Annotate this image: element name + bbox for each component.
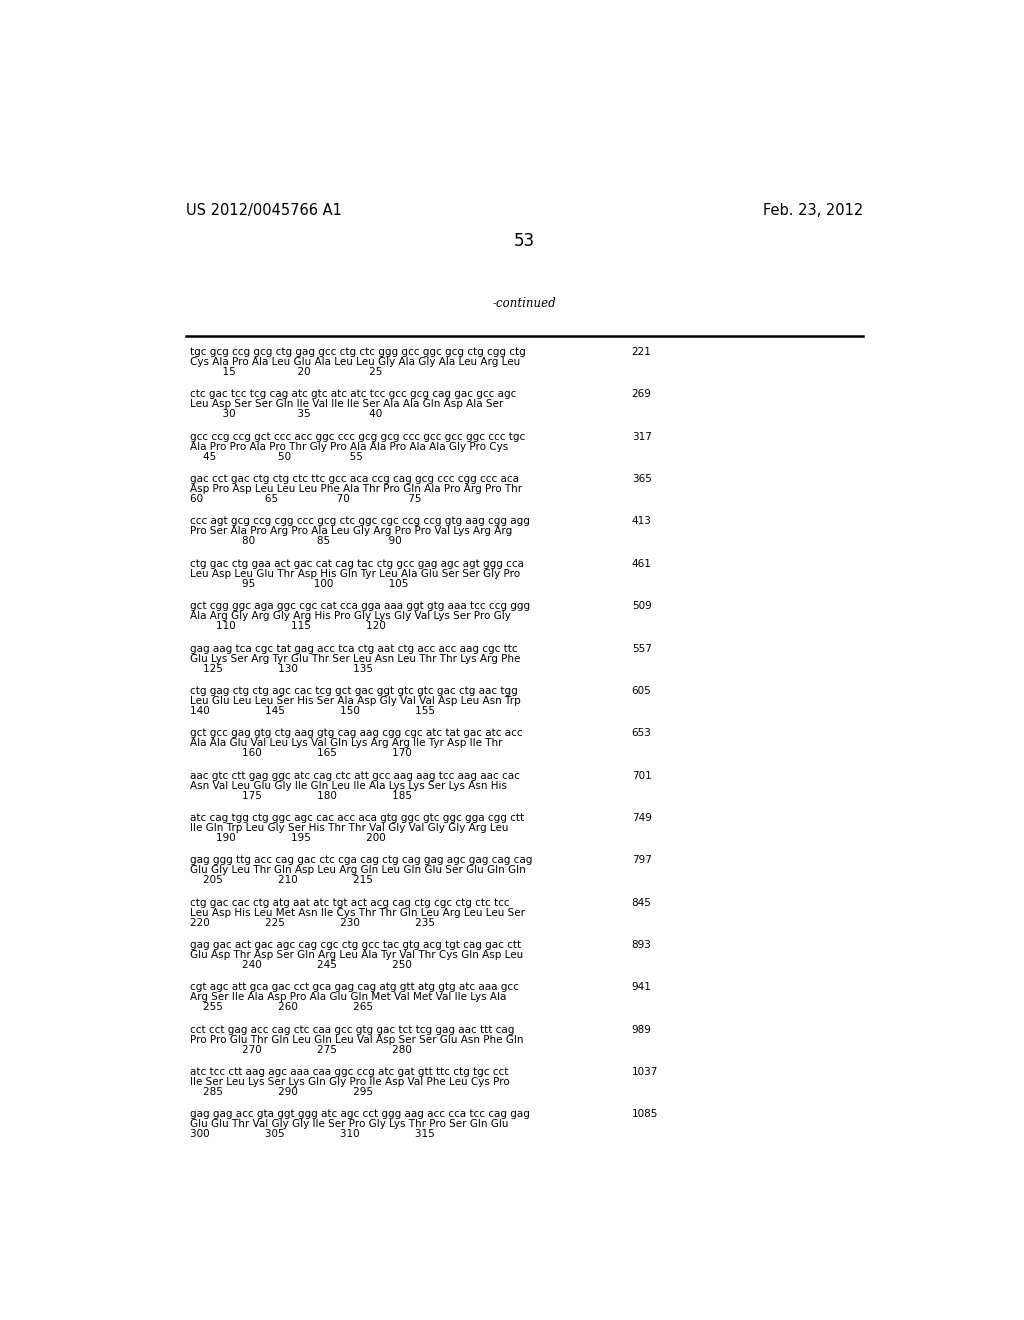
Text: 317: 317 <box>632 432 651 442</box>
Text: Cys Ala Pro Ala Leu Glu Ala Leu Leu Gly Ala Gly Ala Leu Arg Leu: Cys Ala Pro Ala Leu Glu Ala Leu Leu Gly … <box>190 358 520 367</box>
Text: 989: 989 <box>632 1024 651 1035</box>
Text: Glu Lys Ser Arg Tyr Glu Thr Ser Leu Asn Leu Thr Thr Lys Arg Phe: Glu Lys Ser Arg Tyr Glu Thr Ser Leu Asn … <box>190 653 520 664</box>
Text: Ile Ser Leu Lys Ser Lys Gln Gly Pro Ile Asp Val Phe Leu Cys Pro: Ile Ser Leu Lys Ser Lys Gln Gly Pro Ile … <box>190 1077 510 1086</box>
Text: Leu Asp Leu Glu Thr Asp His Gln Tyr Leu Ala Glu Ser Ser Gly Pro: Leu Asp Leu Glu Thr Asp His Gln Tyr Leu … <box>190 569 520 578</box>
Text: gac cct gac ctg ctg ctc ttc gcc aca ccg cag gcg ccc cgg ccc aca: gac cct gac ctg ctg ctc ttc gcc aca ccg … <box>190 474 519 484</box>
Text: 60                   65                  70                  75: 60 65 70 75 <box>190 494 422 504</box>
Text: 701: 701 <box>632 771 651 780</box>
Text: atc tcc ctt aag agc aaa caa ggc ccg atc gat gtt ttc ctg tgc cct: atc tcc ctt aag agc aaa caa ggc ccg atc … <box>190 1067 508 1077</box>
Text: 205                 210                 215: 205 210 215 <box>190 875 373 886</box>
Text: Arg Ser Ile Ala Asp Pro Ala Glu Gln Met Val Met Val Ile Lys Ala: Arg Ser Ile Ala Asp Pro Ala Glu Gln Met … <box>190 993 507 1002</box>
Text: Asp Pro Asp Leu Leu Leu Phe Ala Thr Pro Gln Ala Pro Arg Pro Thr: Asp Pro Asp Leu Leu Leu Phe Ala Thr Pro … <box>190 484 522 494</box>
Text: atc cag tgg ctg ggc agc cac acc aca gtg ggc gtc ggc gga cgg ctt: atc cag tgg ctg ggc agc cac acc aca gtg … <box>190 813 524 822</box>
Text: 15                   20                  25: 15 20 25 <box>190 367 382 378</box>
Text: 605: 605 <box>632 686 651 696</box>
Text: Leu Asp His Leu Met Asn Ile Cys Thr Thr Gln Leu Arg Leu Leu Ser: Leu Asp His Leu Met Asn Ile Cys Thr Thr … <box>190 908 525 917</box>
Text: 30                   35                  40: 30 35 40 <box>190 409 382 420</box>
Text: 749: 749 <box>632 813 651 822</box>
Text: gag aag tca cgc tat gag acc tca ctg aat ctg acc acc aag cgc ttc: gag aag tca cgc tat gag acc tca ctg aat … <box>190 644 517 653</box>
Text: 240                 245                 250: 240 245 250 <box>190 960 412 970</box>
Text: 221: 221 <box>632 347 651 356</box>
Text: gct cgg ggc aga ggc cgc cat cca gga aaa ggt gtg aaa tcc ccg ggg: gct cgg ggc aga ggc cgc cat cca gga aaa … <box>190 601 530 611</box>
Text: 80                   85                  90: 80 85 90 <box>190 536 401 546</box>
Text: ctg gac cac ctg atg aat atc tgt act acg cag ctg cgc ctg ctc tcc: ctg gac cac ctg atg aat atc tgt act acg … <box>190 898 510 908</box>
Text: Ala Arg Gly Arg Gly Arg His Pro Gly Lys Gly Val Lys Ser Pro Gly: Ala Arg Gly Arg Gly Arg His Pro Gly Lys … <box>190 611 511 622</box>
Text: 509: 509 <box>632 601 651 611</box>
Text: gag gag acc gta ggt ggg atc agc cct ggg aag acc cca tcc cag gag: gag gag acc gta ggt ggg atc agc cct ggg … <box>190 1109 529 1119</box>
Text: Ala Pro Pro Ala Pro Thr Gly Pro Ala Ala Pro Ala Ala Gly Pro Cys: Ala Pro Pro Ala Pro Thr Gly Pro Ala Ala … <box>190 442 508 451</box>
Text: 160                 165                 170: 160 165 170 <box>190 748 412 758</box>
Text: 285                 290                 295: 285 290 295 <box>190 1088 373 1097</box>
Text: Feb. 23, 2012: Feb. 23, 2012 <box>763 203 863 218</box>
Text: 190                 195                 200: 190 195 200 <box>190 833 386 843</box>
Text: ctc gac tcc tcg cag atc gtc atc atc tcc gcc gcg cag gac gcc agc: ctc gac tcc tcg cag atc gtc atc atc tcc … <box>190 389 516 400</box>
Text: Glu Asp Thr Asp Ser Gln Arg Leu Ala Tyr Val Thr Cys Gln Asp Leu: Glu Asp Thr Asp Ser Gln Arg Leu Ala Tyr … <box>190 950 523 960</box>
Text: 53: 53 <box>514 231 536 249</box>
Text: 140                 145                 150                 155: 140 145 150 155 <box>190 706 435 715</box>
Text: 45                   50                  55: 45 50 55 <box>190 451 362 462</box>
Text: 797: 797 <box>632 855 651 865</box>
Text: Ala Ala Glu Val Leu Lys Val Gln Lys Arg Arg Ile Tyr Asp Ile Thr: Ala Ala Glu Val Leu Lys Val Gln Lys Arg … <box>190 738 503 748</box>
Text: 653: 653 <box>632 729 651 738</box>
Text: -continued: -continued <box>493 297 557 310</box>
Text: cgt agc att gca gac cct gca gag cag atg gtt atg gtg atc aaa gcc: cgt agc att gca gac cct gca gag cag atg … <box>190 982 519 993</box>
Text: Ile Gln Trp Leu Gly Ser His Thr Thr Val Gly Val Gly Gly Arg Leu: Ile Gln Trp Leu Gly Ser His Thr Thr Val … <box>190 822 509 833</box>
Text: gcc ccg ccg gct ccc acc ggc ccc gcg gcg ccc gcc gcc ggc ccc tgc: gcc ccg ccg gct ccc acc ggc ccc gcg gcg … <box>190 432 525 442</box>
Text: 1085: 1085 <box>632 1109 658 1119</box>
Text: 175                 180                 185: 175 180 185 <box>190 791 412 800</box>
Text: tgc gcg ccg gcg ctg gag gcc ctg ctc ggg gcc ggc gcg ctg cgg ctg: tgc gcg ccg gcg ctg gag gcc ctg ctc ggg … <box>190 347 525 356</box>
Text: 413: 413 <box>632 516 651 527</box>
Text: 269: 269 <box>632 389 651 400</box>
Text: 893: 893 <box>632 940 651 950</box>
Text: 300                 305                 310                 315: 300 305 310 315 <box>190 1130 435 1139</box>
Text: Glu Gly Leu Thr Gln Asp Leu Arg Gln Leu Gln Glu Ser Glu Gln Gln: Glu Gly Leu Thr Gln Asp Leu Arg Gln Leu … <box>190 866 525 875</box>
Text: 941: 941 <box>632 982 651 993</box>
Text: Asn Val Leu Glu Gly Ile Gln Leu Ile Ala Lys Lys Ser Lys Asn His: Asn Val Leu Glu Gly Ile Gln Leu Ile Ala … <box>190 780 507 791</box>
Text: Glu Glu Thr Val Gly Gly Ile Ser Pro Gly Lys Thr Pro Ser Gln Glu: Glu Glu Thr Val Gly Gly Ile Ser Pro Gly … <box>190 1119 509 1130</box>
Text: 125                 130                 135: 125 130 135 <box>190 664 373 673</box>
Text: Pro Pro Glu Thr Gln Leu Gln Leu Val Asp Ser Ser Glu Asn Phe Gln: Pro Pro Glu Thr Gln Leu Gln Leu Val Asp … <box>190 1035 523 1044</box>
Text: ctg gag ctg ctg agc cac tcg gct gac ggt gtc gtc gac ctg aac tgg: ctg gag ctg ctg agc cac tcg gct gac ggt … <box>190 686 518 696</box>
Text: ctg gac ctg gaa act gac cat cag tac ctg gcc gag agc agt ggg cca: ctg gac ctg gaa act gac cat cag tac ctg … <box>190 558 524 569</box>
Text: 110                 115                 120: 110 115 120 <box>190 622 386 631</box>
Text: US 2012/0045766 A1: US 2012/0045766 A1 <box>186 203 342 218</box>
Text: Pro Ser Ala Pro Arg Pro Ala Leu Gly Arg Pro Pro Val Lys Arg Arg: Pro Ser Ala Pro Arg Pro Ala Leu Gly Arg … <box>190 527 512 536</box>
Text: cct cct gag acc cag ctc caa gcc gtg gac tct tcg gag aac ttt cag: cct cct gag acc cag ctc caa gcc gtg gac … <box>190 1024 514 1035</box>
Text: 220                 225                 230                 235: 220 225 230 235 <box>190 917 435 928</box>
Text: 557: 557 <box>632 644 651 653</box>
Text: 270                 275                 280: 270 275 280 <box>190 1044 412 1055</box>
Text: Leu Glu Leu Leu Ser His Ser Ala Asp Gly Val Val Asp Leu Asn Trp: Leu Glu Leu Leu Ser His Ser Ala Asp Gly … <box>190 696 521 706</box>
Text: aac gtc ctt gag ggc atc cag ctc att gcc aag aag tcc aag aac cac: aac gtc ctt gag ggc atc cag ctc att gcc … <box>190 771 520 780</box>
Text: gag gac act gac agc cag cgc ctg gcc tac gtg acg tgt cag gac ctt: gag gac act gac agc cag cgc ctg gcc tac … <box>190 940 521 950</box>
Text: 1037: 1037 <box>632 1067 658 1077</box>
Text: Leu Asp Ser Ser Gln Ile Val Ile Ile Ser Ala Ala Gln Asp Ala Ser: Leu Asp Ser Ser Gln Ile Val Ile Ile Ser … <box>190 400 503 409</box>
Text: 461: 461 <box>632 558 651 569</box>
Text: 845: 845 <box>632 898 651 908</box>
Text: 95                  100                 105: 95 100 105 <box>190 579 409 589</box>
Text: 365: 365 <box>632 474 651 484</box>
Text: 255                 260                 265: 255 260 265 <box>190 1002 373 1012</box>
Text: gct gcc gag gtg ctg aag gtg cag aag cgg cgc atc tat gac atc acc: gct gcc gag gtg ctg aag gtg cag aag cgg … <box>190 729 522 738</box>
Text: gag ggg ttg acc cag gac ctc cga cag ctg cag gag agc gag cag cag: gag ggg ttg acc cag gac ctc cga cag ctg … <box>190 855 532 865</box>
Text: ccc agt gcg ccg cgg ccc gcg ctc ggc cgc ccg ccg gtg aag cgg agg: ccc agt gcg ccg cgg ccc gcg ctc ggc cgc … <box>190 516 529 527</box>
